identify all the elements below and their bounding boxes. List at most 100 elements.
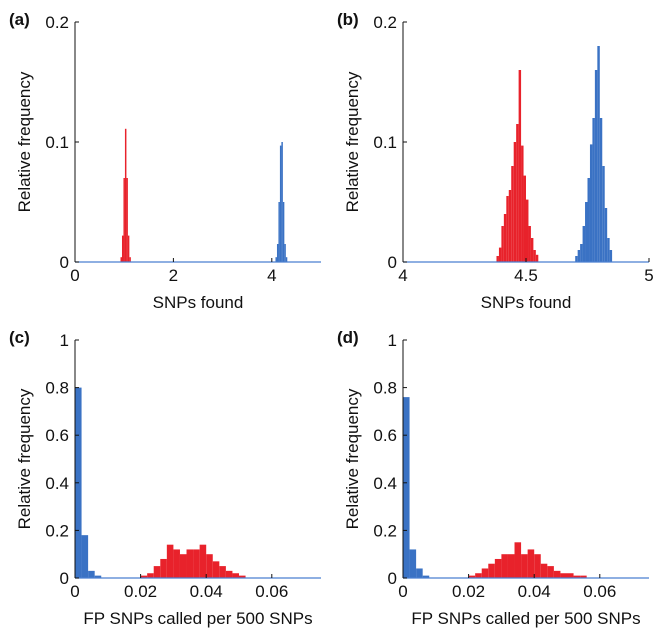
histogram-bar (535, 254, 539, 262)
panel-label: (d) (337, 328, 359, 347)
histogram-bar (577, 250, 581, 262)
panel-label: (b) (337, 10, 359, 29)
histogram-bar (533, 250, 536, 262)
chart-panel: 0 0.2 0.4 0.6 0.8 1 0 0.02 0.04 0.06 FP SNPs calle… (337, 328, 649, 628)
histogram-bar (508, 190, 512, 262)
histogram-bar (511, 166, 514, 262)
histogram-bar (597, 46, 600, 262)
histogram-bar (506, 196, 509, 262)
histogram-bar (239, 575, 246, 578)
histogram-bar (481, 568, 489, 578)
x-axis-label: FP SNPs called per 500 SNPs (411, 609, 640, 628)
histogram-bar (140, 575, 148, 578)
histogram-bar (422, 575, 430, 578)
histogram-bar (513, 142, 517, 262)
y-axis-label: Relative frequency (343, 388, 362, 529)
histogram-bar (609, 250, 613, 262)
histogram-bar (88, 570, 95, 578)
histogram-bar (127, 235, 130, 262)
histogram-bar (279, 145, 282, 262)
y-tick-label: 0.4 (373, 474, 397, 493)
histogram-bar (494, 558, 502, 578)
histogram-bar (173, 549, 180, 578)
histogram-bar (94, 575, 102, 578)
x-tick-label: 0.04 (190, 582, 223, 601)
histogram-bar (278, 202, 280, 262)
histogram-bar (573, 575, 581, 578)
histogram-bar (199, 544, 207, 578)
histogram-bar (212, 561, 220, 578)
histogram-bar (589, 144, 593, 262)
x-tick-label: 4 (267, 266, 276, 285)
histogram-bar (232, 573, 239, 578)
histogram-bar (160, 558, 167, 578)
y-tick-label: 0.2 (373, 13, 397, 32)
histogram-bar (275, 257, 277, 262)
histogram-bar (582, 226, 586, 262)
histogram-bar (468, 575, 476, 578)
histogram-bar (153, 566, 161, 578)
histogram-bar (475, 573, 482, 578)
panel-label: (c) (9, 328, 30, 347)
histogram-bar (560, 573, 567, 578)
histogram-bar (219, 566, 226, 578)
x-tick-label: 0.04 (518, 582, 551, 601)
histogram-bar (580, 244, 583, 262)
y-tick-label: 0.6 (373, 426, 397, 445)
histogram-bar (534, 554, 541, 578)
histogram-bar (527, 549, 535, 578)
histogram-bar (575, 256, 578, 262)
histogram-bar (409, 549, 417, 578)
x-axis-label: SNPs found (153, 293, 244, 312)
histogram-bar (121, 235, 124, 262)
histogram-bar (521, 554, 528, 578)
histogram-bar (166, 544, 174, 578)
x-tick-label: 0 (70, 266, 79, 285)
histogram-bar (282, 202, 285, 262)
y-tick-label: 1 (388, 331, 397, 350)
y-tick-label: 0.8 (373, 379, 397, 398)
histogram-bar (120, 257, 122, 262)
chart-panel: 0 0.1 0.2 4 4.5 5 SNPs found Relative frequency… (337, 10, 654, 312)
histogram-bar (403, 397, 410, 578)
chart-panel: 0 0.1 0.2 0 2 4 SNPs found Relative frequency (a… (9, 10, 321, 312)
histogram-bar (530, 238, 534, 262)
histogram-bar (521, 145, 524, 262)
histogram-bar (602, 166, 605, 262)
y-tick-label: 0.1 (45, 133, 69, 152)
histogram-bar (129, 257, 131, 262)
histogram-bar (276, 244, 279, 262)
histogram-bar (528, 226, 531, 262)
histogram-bar (284, 244, 286, 262)
y-tick-label: 0 (60, 253, 69, 272)
histogram-bar (585, 202, 588, 262)
histogram-bar (193, 549, 200, 578)
histogram-bar (526, 199, 529, 262)
x-tick-label: 4.5 (514, 266, 538, 285)
x-tick-label: 0.06 (255, 582, 288, 601)
histogram-bar (567, 573, 574, 578)
histogram-bar (498, 247, 502, 262)
x-tick-label: 0.02 (124, 582, 157, 601)
y-tick-label: 0.4 (45, 474, 69, 493)
histogram-bar (285, 257, 288, 262)
x-tick-label: 0 (398, 582, 407, 601)
y-tick-label: 0.2 (45, 521, 69, 540)
histogram-bar (580, 575, 587, 578)
histogram-bar (186, 549, 194, 578)
histogram-bar (599, 118, 603, 262)
histogram-bar (518, 70, 522, 262)
x-tick-label: 2 (169, 266, 178, 285)
y-axis-label: Relative frequency (15, 388, 34, 529)
y-tick-label: 0.6 (45, 426, 69, 445)
histogram-bar (126, 178, 128, 262)
histogram-bar (147, 573, 154, 578)
histogram-bar (501, 226, 504, 262)
histogram-bar (503, 214, 507, 262)
y-tick-label: 0 (388, 253, 397, 272)
histogram-bar (516, 124, 519, 262)
x-tick-label: 0 (70, 582, 79, 601)
histogram-bar (501, 554, 508, 578)
histogram-bar (179, 554, 187, 578)
histogram-bar (416, 568, 423, 578)
